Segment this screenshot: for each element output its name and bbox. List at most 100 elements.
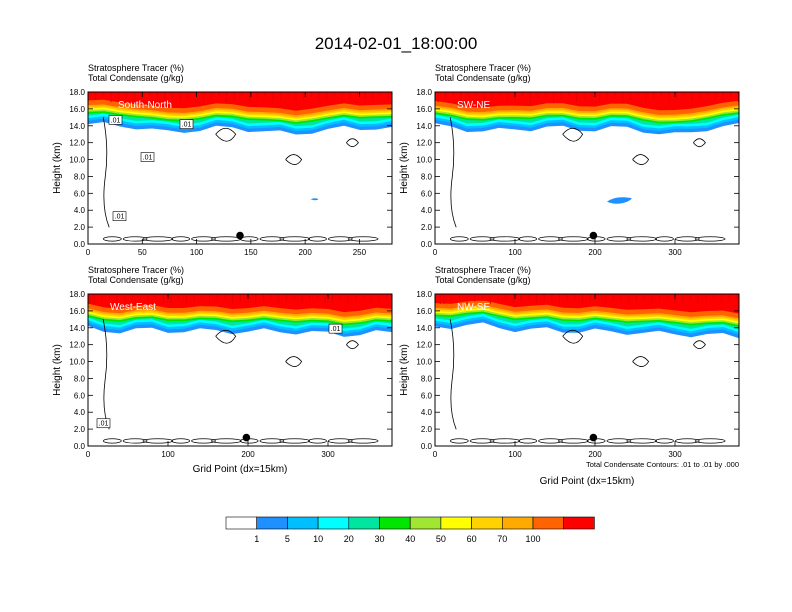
condensate-contour xyxy=(346,340,359,350)
y-tick-label: 6.0 xyxy=(421,189,433,198)
colorbar: 1 5 10 20 30 40 50 60 70 100 xyxy=(225,516,595,544)
condensate-contour xyxy=(102,117,110,228)
y-tick-label: 2.0 xyxy=(74,425,86,434)
panel-south-north: Stratosphere Tracer (%)Total Condensate … xyxy=(52,63,393,257)
y-tick-label: 6.0 xyxy=(421,391,433,400)
low-contour xyxy=(102,438,122,444)
low-contour xyxy=(557,236,589,242)
colorbar-label: 5 xyxy=(285,534,290,544)
panel-title-line: Total Condensate (g/kg) xyxy=(88,275,184,285)
colorbar-label: 60 xyxy=(467,534,477,544)
colorbar-swatch xyxy=(563,516,595,530)
panel-title-line: Total Condensate (g/kg) xyxy=(88,73,184,83)
colorbar-swatch xyxy=(225,516,258,530)
x-tick-label: 100 xyxy=(508,248,522,257)
tracer-top xyxy=(435,92,739,99)
y-tick-label: 18.0 xyxy=(69,88,85,97)
colorbar-label: 50 xyxy=(436,534,446,544)
condensate-contour xyxy=(285,356,303,367)
low-contour xyxy=(191,236,216,242)
panel-label: South-North xyxy=(118,100,172,111)
low-contour xyxy=(626,438,658,444)
low-contour xyxy=(122,236,148,242)
colorbar-swatch xyxy=(317,516,350,530)
y-tick-label: 6.0 xyxy=(74,189,86,198)
cloud-blob xyxy=(310,198,319,201)
low-contour xyxy=(606,236,632,242)
low-contour xyxy=(626,236,658,242)
y-tick-label: 16.0 xyxy=(416,105,432,114)
x-tick-label: 200 xyxy=(588,248,602,257)
contour-label: .01 xyxy=(143,155,153,162)
y-axis-label: Height (km) xyxy=(52,344,63,396)
x-tick-label: 100 xyxy=(161,450,175,459)
panel-label: NW-SE xyxy=(457,302,490,313)
panel-title-line: Stratosphere Tracer (%) xyxy=(435,265,531,275)
low-contour xyxy=(538,438,563,444)
x-tick-label: 200 xyxy=(298,248,312,257)
x-tick-label: 250 xyxy=(353,248,367,257)
x-tick-label: 200 xyxy=(241,450,255,459)
y-tick-label: 10.0 xyxy=(416,156,432,165)
low-contour xyxy=(538,236,563,242)
x-tick-label: 100 xyxy=(508,450,522,459)
location-marker xyxy=(589,231,598,240)
panel-title-line: Stratosphere Tracer (%) xyxy=(88,265,184,275)
low-contour xyxy=(210,438,242,444)
x-tick-label: 150 xyxy=(244,248,258,257)
panel-title-line: Total Condensate (g/kg) xyxy=(435,275,531,285)
y-axis-label: Height (km) xyxy=(52,142,63,194)
y-tick-label: 0.0 xyxy=(421,240,433,249)
y-tick-label: 8.0 xyxy=(74,172,86,181)
condensate-contour xyxy=(693,340,706,350)
low-contour xyxy=(518,236,538,242)
y-tick-label: 2.0 xyxy=(421,425,433,434)
y-tick-label: 16.0 xyxy=(69,105,85,114)
y-tick-label: 8.0 xyxy=(74,374,86,383)
plot-frame xyxy=(87,91,393,245)
panel-title-line: Stratosphere Tracer (%) xyxy=(88,63,184,73)
cloud-blob xyxy=(607,197,632,204)
figure-title: 2014-02-01_18:00:00 xyxy=(315,34,478,53)
colorbar-swatch xyxy=(471,516,503,530)
panel-label: West-East xyxy=(110,302,156,313)
x-tick-label: 0 xyxy=(433,450,438,459)
panel-label: SW-NE xyxy=(457,100,490,111)
y-tick-label: 4.0 xyxy=(421,206,433,215)
condensate-contour xyxy=(346,138,359,148)
condensate-contour xyxy=(449,117,457,228)
colorbar-label: 40 xyxy=(405,534,415,544)
contour-label-box xyxy=(112,211,127,221)
y-tick-label: 14.0 xyxy=(416,122,432,131)
panel-nw-se: Stratosphere Tracer (%)Total Condensate … xyxy=(399,265,740,487)
contour-label: .01 xyxy=(182,122,192,129)
x-tick-label: 50 xyxy=(138,248,147,257)
x-tick-label: 0 xyxy=(86,450,91,459)
condensate-contour xyxy=(215,127,237,142)
y-tick-label: 2.0 xyxy=(74,223,86,232)
condensate-contour xyxy=(449,319,457,430)
low-contour xyxy=(449,236,469,242)
y-tick-label: 18.0 xyxy=(416,290,432,299)
location-marker xyxy=(242,433,251,442)
y-tick-label: 8.0 xyxy=(421,172,433,181)
y-tick-label: 0.0 xyxy=(74,240,86,249)
y-tick-label: 0.0 xyxy=(74,442,86,451)
condensate-contour xyxy=(632,154,650,165)
low-contour xyxy=(142,236,174,242)
contour-note: Total Condensate Contours: .01 to .01 by… xyxy=(586,460,739,469)
location-marker xyxy=(236,231,244,240)
plot-frame xyxy=(87,293,393,447)
y-axis-label: Height (km) xyxy=(399,142,410,194)
x-axis-label: Grid Point (dx=15km) xyxy=(540,476,635,487)
low-contour xyxy=(259,438,285,444)
y-tick-label: 18.0 xyxy=(69,290,85,299)
y-tick-label: 6.0 xyxy=(74,391,86,400)
low-contour xyxy=(518,438,538,444)
tracer-top xyxy=(88,92,392,99)
low-contour xyxy=(142,438,174,444)
location-marker xyxy=(589,433,598,442)
low-contour xyxy=(347,236,379,242)
